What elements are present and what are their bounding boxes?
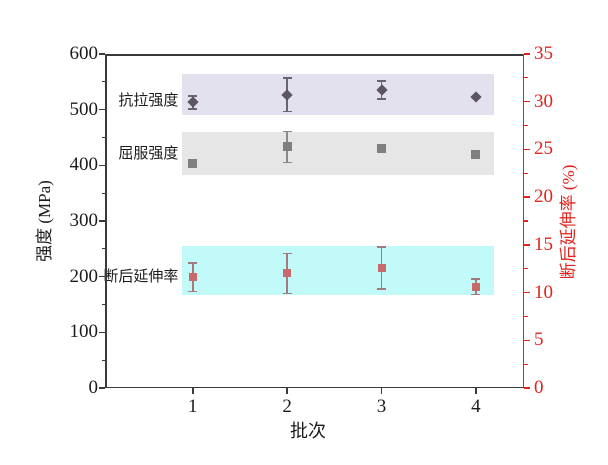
left-axis-tick-label: 500 [69, 98, 99, 120]
left-axis-tick-label: 0 [88, 377, 99, 398]
right-axis-minor-tick [524, 172, 528, 174]
left-axis-tick-label: 300 [69, 210, 99, 231]
right-axis-minor-tick [524, 220, 528, 222]
elongation-error-cap [188, 290, 198, 293]
right-axis-tick-label: 20 [534, 186, 553, 208]
x-axis-tick [286, 388, 288, 394]
yield-strength-point [282, 142, 292, 152]
elongation-point [377, 263, 386, 272]
right-axis-tick [524, 291, 530, 294]
left-axis-tick [99, 387, 105, 389]
right-axis-tick [524, 53, 530, 55]
top-spine [105, 54, 524, 56]
x-axis-tick [380, 388, 383, 394]
left-axis-minor-tick [101, 248, 105, 250]
elongation-error-cap [377, 245, 386, 248]
left-axis-tick [99, 275, 105, 278]
right-axis-title: 断后延伸率 (%) [559, 164, 578, 280]
elongation-error-cap [471, 293, 481, 296]
tensile-strength-error-cap [377, 80, 386, 83]
right-axis-tick-label: 25 [534, 138, 553, 160]
elongation-error-cap [282, 292, 292, 295]
right-spine [522, 54, 524, 388]
right-axis-tick-label: 0 [534, 377, 544, 398]
left-axis-tick-label: 200 [69, 265, 99, 287]
right-axis-tick [524, 148, 530, 151]
yield-strength-point [188, 158, 198, 168]
x-axis-tick-label: 1 [188, 396, 198, 417]
left-axis-tick [99, 108, 105, 111]
elongation-error-cap [188, 262, 198, 264]
left-axis-tick-label: 400 [69, 154, 99, 176]
x-axis-tick-label: 3 [376, 396, 387, 417]
right-axis-minor-tick [524, 268, 528, 270]
left-axis-tick-label: 100 [69, 321, 99, 343]
left-axis-minor-tick [101, 303, 105, 306]
x-axis-tick [475, 388, 477, 394]
tensile-strength-error-cap [188, 94, 198, 97]
elongation-band [182, 245, 494, 296]
tensile-strength-error-cap [282, 110, 292, 113]
x-axis-tick-label: 2 [282, 396, 292, 417]
left-axis-minor-tick [101, 136, 105, 139]
elongation-error-cap [377, 287, 386, 290]
right-axis-tick [524, 387, 530, 389]
right-axis-tick-label: 5 [534, 329, 544, 351]
left-axis-minor-tick [101, 81, 105, 83]
elongation-error-cap [471, 278, 481, 280]
tick-layer: 0 100 200 300 400 500 600 0 5 10 15 20 25 30 35 1 2 3 4 [70, 44, 554, 417]
elongation-point [471, 282, 480, 291]
tensile-strength-error-cap [188, 108, 198, 110]
right-axis-tick [524, 339, 530, 342]
right-axis-tick-label: 10 [534, 281, 553, 303]
right-axis-minor-tick [524, 363, 528, 365]
plot-area: 抗拉强度屈服强度断后延伸率 0 100 200 300 400 500 600 0 5 10 15 2… [35, 44, 578, 442]
left-axis-tick [99, 331, 105, 334]
series-label-tensile-strength: 抗拉强度 [118, 93, 179, 110]
yield-strength-point [471, 149, 481, 159]
right-axis-tick-label: 15 [534, 233, 553, 255]
left-axis-tick [99, 220, 105, 222]
left-axis-title: 强度 (MPa) [35, 180, 54, 262]
tensile-strength-band [182, 74, 494, 115]
marker-layer: 抗拉强度屈服强度断后延伸率 [103, 54, 524, 388]
yield-strength-error-cap [282, 130, 292, 133]
right-axis-minor-tick [524, 77, 528, 79]
left-axis-tick [99, 164, 105, 167]
band-layer [105, 54, 524, 388]
left-axis-minor-tick [101, 359, 105, 361]
right-axis-tick-label: 30 [534, 90, 553, 112]
tensile-strength-error-cap [282, 77, 292, 79]
right-axis-tick [524, 196, 530, 198]
left-axis-tick [99, 53, 105, 55]
series-label-yield-strength: 屈服强度 [118, 146, 179, 163]
right-axis-tick-label: 35 [534, 43, 553, 64]
left-axis-minor-tick [101, 192, 105, 194]
x-axis-title: 批次 [290, 421, 326, 441]
elongation-error-cap [282, 252, 292, 255]
left-axis-tick-label: 600 [69, 43, 99, 64]
yield-strength-error-cap [282, 161, 292, 164]
elongation-point [283, 269, 292, 278]
right-axis-minor-tick [524, 124, 528, 127]
x-axis-tick [192, 388, 194, 394]
right-axis-minor-tick [524, 315, 528, 318]
elongation-point [188, 273, 197, 282]
tensile-strength-error-cap [377, 98, 386, 100]
right-axis-tick [524, 100, 530, 103]
x-axis-tick-label: 4 [471, 396, 481, 417]
yield-strength-point [377, 143, 386, 153]
series-label-elongation: 断后延伸率 [103, 269, 179, 286]
yield-strength-band [182, 131, 494, 175]
left-spine [105, 54, 107, 388]
bottom-spine [105, 386, 524, 388]
right-axis-tick [524, 244, 530, 246]
